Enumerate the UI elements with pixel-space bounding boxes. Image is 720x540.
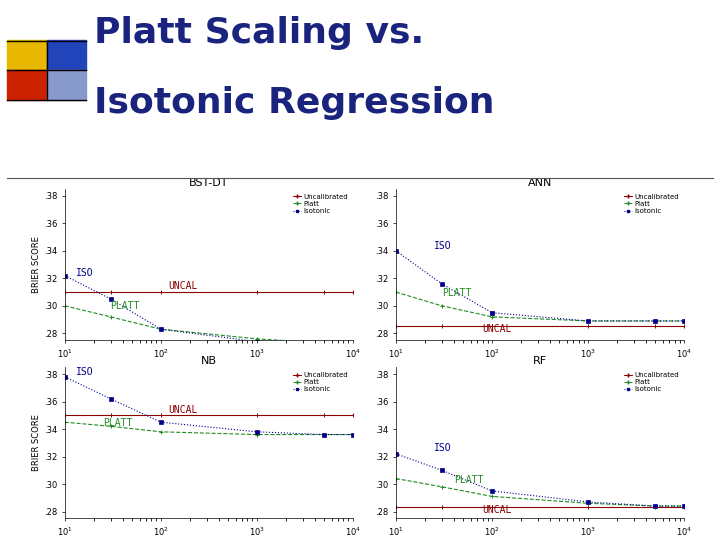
Text: ISO: ISO (76, 268, 94, 278)
Text: Isotonic Regression: Isotonic Regression (94, 86, 494, 120)
Title: BST-DT: BST-DT (189, 178, 228, 188)
Text: UNCAL: UNCAL (482, 324, 512, 334)
Text: UNCAL: UNCAL (168, 281, 198, 292)
Text: Platt Scaling vs.: Platt Scaling vs. (94, 16, 424, 50)
Y-axis label: BRIER SCORE: BRIER SCORE (32, 414, 41, 471)
Title: ANN: ANN (528, 178, 552, 188)
Text: PLATT: PLATT (103, 418, 132, 428)
Text: ISO: ISO (434, 443, 452, 453)
Legend: Uncalibrated, Platt, Isotonic: Uncalibrated, Platt, Isotonic (292, 370, 349, 394)
Text: PLATT: PLATT (454, 475, 483, 485)
Text: UNCAL: UNCAL (168, 404, 198, 415)
Text: PLATT: PLATT (111, 301, 140, 310)
Title: RF: RF (533, 356, 547, 367)
Text: ISO: ISO (76, 367, 94, 377)
Legend: Uncalibrated, Platt, Isotonic: Uncalibrated, Platt, Isotonic (292, 192, 349, 215)
Title: NB: NB (201, 356, 217, 367)
Text: UNCAL: UNCAL (482, 505, 512, 515)
Legend: Uncalibrated, Platt, Isotonic: Uncalibrated, Platt, Isotonic (623, 370, 680, 394)
Text: PLATT: PLATT (442, 288, 471, 298)
Y-axis label: BRIER SCORE: BRIER SCORE (32, 236, 41, 293)
Text: ISO: ISO (434, 241, 452, 252)
Legend: Uncalibrated, Platt, Isotonic: Uncalibrated, Platt, Isotonic (623, 192, 680, 215)
